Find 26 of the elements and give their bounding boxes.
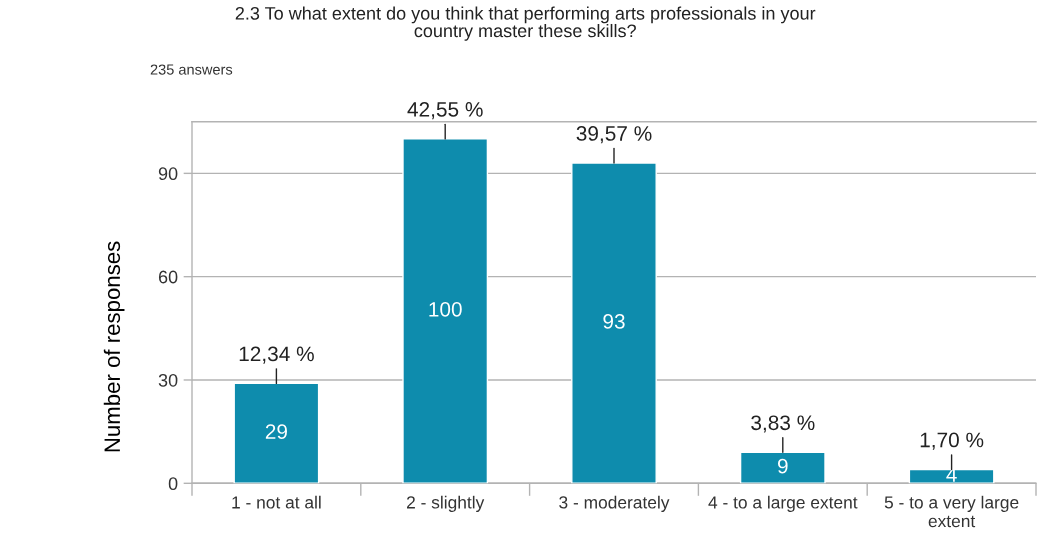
data-label: 29	[265, 424, 287, 439]
x-tick-label: 1 - not at all	[232, 495, 321, 509]
annotation: 3,83 %	[751, 415, 815, 433]
bar	[571, 162, 657, 484]
annotation: 12,34 %	[239, 346, 314, 364]
y-tick-label: 60	[158, 270, 178, 284]
annotation: 42,55 %	[407, 101, 483, 120]
chart-title: 2.3 To what extent do you think that performing arts professionals in your country master these skills?	[235, 6, 816, 41]
data-label: 93	[603, 314, 625, 329]
data-label: 100	[429, 301, 462, 317]
x-tick-label: 4 - to a large extent	[708, 495, 858, 512]
bar	[402, 138, 489, 484]
data-label: 9	[777, 458, 788, 474]
y-axis-title: Number of responses	[103, 241, 125, 452]
chart-subtitle: 235 answers	[150, 64, 233, 75]
x-tick-label: 5 - to a very large extent	[884, 495, 1019, 528]
bar	[739, 451, 826, 484]
annotation: 1,70 %	[920, 432, 984, 450]
x-tick-label: 3 - moderately	[559, 495, 670, 512]
bar	[908, 468, 995, 484]
x-tick-label: 2 - slightly	[407, 495, 485, 512]
y-tick-label: 90	[158, 167, 178, 181]
y-tick-label: 0	[168, 477, 178, 491]
annotation: 39,57 %	[576, 126, 652, 144]
y-tick-label: 30	[158, 373, 178, 387]
bar	[233, 382, 320, 484]
